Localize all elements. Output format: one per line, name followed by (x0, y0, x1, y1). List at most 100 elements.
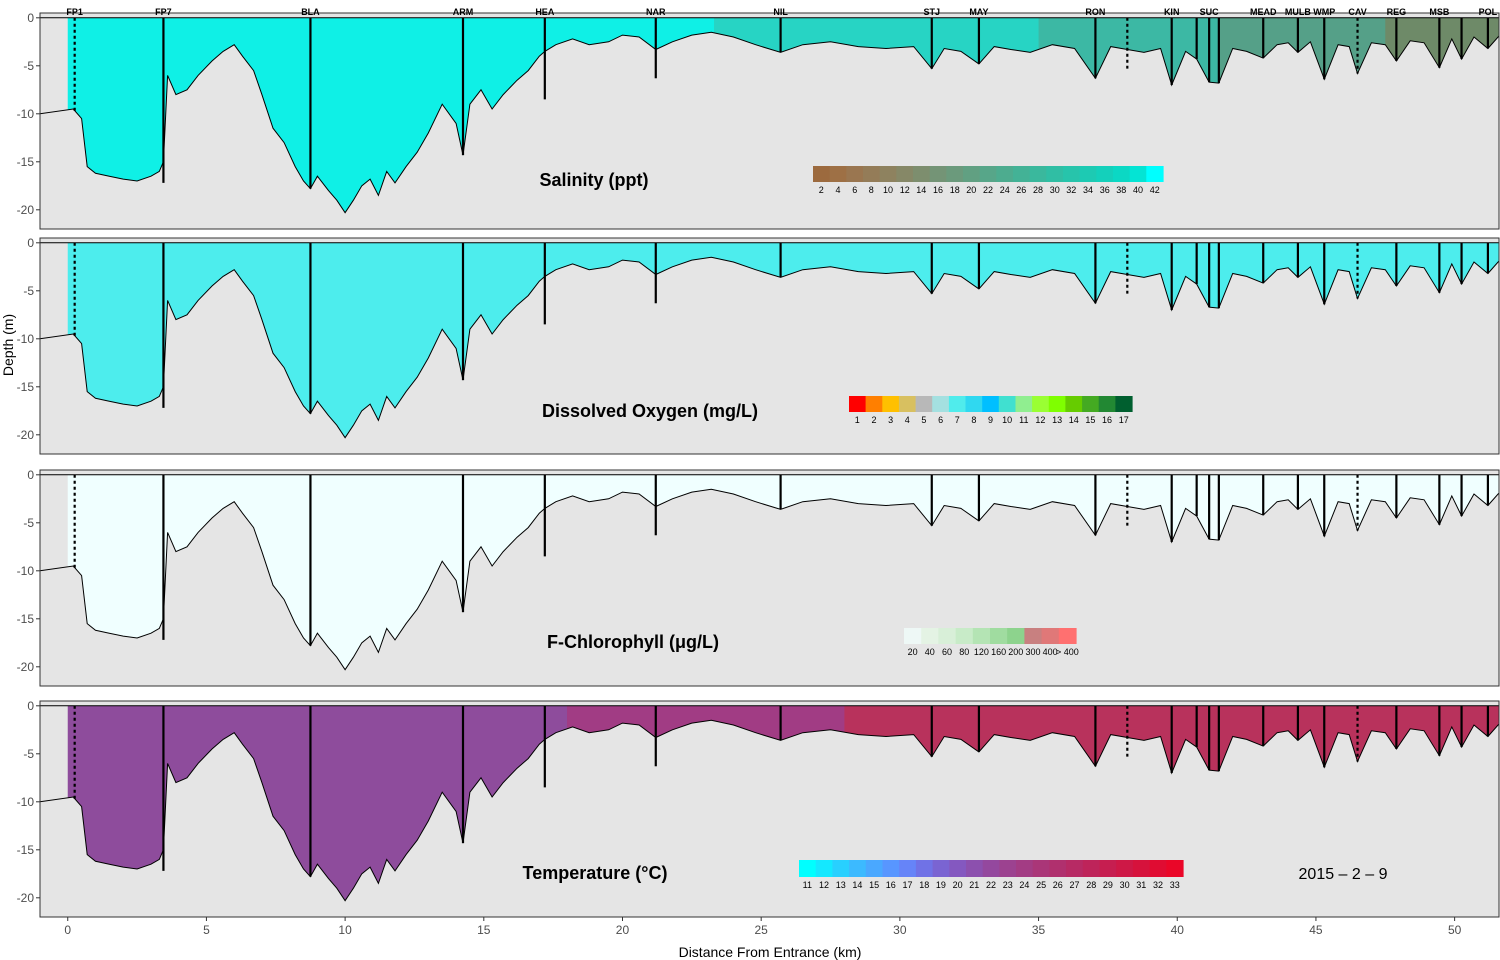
station-label: KIN (1164, 7, 1180, 17)
colorbar-swatch (1166, 860, 1184, 877)
colorbar-swatch (1132, 860, 1151, 877)
colorbar-legend: 11 12 13 14 15 16 17 18 19 20 21 22 23 24 25 26 27 28 29 30… (799, 860, 1184, 890)
x-tick-label: 15 (477, 923, 491, 937)
colorbar-tick-label: 300 (1025, 647, 1040, 657)
colorbar-tick-label: 17 (902, 880, 912, 890)
colorbar-tick-label: 13 (836, 880, 846, 890)
colorbar-swatch (1032, 860, 1050, 877)
y-tick-label: 0 (27, 11, 34, 25)
y-tick-label: -10 (17, 332, 35, 346)
y-tick-label: -5 (23, 284, 34, 298)
colorbar-tick-label: 20 (966, 185, 976, 195)
colorbar-tick-label: 20 (953, 880, 963, 890)
colorbar-tick-label: 30 (1050, 185, 1060, 195)
colorbar-tick-label: 120 (974, 647, 989, 657)
colorbar-swatch (999, 860, 1017, 877)
y-tick-label: -15 (17, 155, 35, 169)
colorbar-swatch (1116, 860, 1134, 877)
colorbar-swatch (979, 166, 997, 182)
colorbar-swatch (815, 860, 833, 877)
colorbar-legend: 20 40 60 80 120 160 200 300 400> 400 (904, 628, 1079, 657)
colorbar-swatch (915, 860, 934, 877)
colorbar-tick-label: 11 (1019, 415, 1028, 425)
x-tick-label: 0 (64, 923, 71, 937)
colorbar-swatch (1099, 860, 1117, 877)
colorbar-tick-label: 32 (1153, 880, 1163, 890)
colorbar-tick-label: 80 (959, 647, 969, 657)
y-tick-label: -10 (17, 564, 35, 578)
y-tick-label: -10 (17, 107, 35, 121)
colorbar-legend: 2 4 6 8 10 12 14 16 18 20 22 24 26 28 30 32 34 36 38 40 42 (813, 166, 1164, 195)
panel-border (39, 700, 1500, 918)
x-tick-label: 50 (1448, 923, 1462, 937)
colorbar-tick-label: 34 (1083, 185, 1093, 195)
station-labels: FP1 FP7 BLA ARM HEA NAR NIL STJ MAY RON KIN SUC MEAD… (66, 7, 1497, 17)
panel-title: Salinity (ppt) (540, 170, 649, 190)
colorbar-tick-label: 21 (969, 880, 979, 890)
x-tick-label: 30 (893, 923, 907, 937)
colorbar-tick-label: 16 (1102, 415, 1112, 425)
colorbar-swatch (1049, 860, 1067, 877)
station-label: MEAD (1250, 7, 1277, 17)
colorbar-swatch (1015, 396, 1033, 412)
colorbar-tick-label: 42 (1150, 185, 1160, 195)
y-axis-ticks: 0 -5 -10 -15 -20 (17, 699, 40, 905)
station-label: REG (1387, 7, 1407, 17)
colorbar-tick-label: 30 (1120, 880, 1130, 890)
colorbar-swatch (965, 396, 983, 412)
colorbar-swatch (1098, 396, 1116, 412)
colorbar-swatch (955, 628, 974, 644)
station-lines (73, 17, 1490, 189)
colorbar-tick-label: 2 (871, 415, 876, 425)
colorbar-tick-label: 12 (819, 880, 829, 890)
colorbar-swatch (1115, 396, 1133, 412)
y-tick-label: -10 (17, 795, 35, 809)
colorbar-swatch (1079, 166, 1097, 182)
station-label: NIL (773, 7, 788, 17)
colorbar-swatch (1046, 166, 1064, 182)
colorbar-swatch (1149, 860, 1167, 877)
colorbar-tick-label: 3 (888, 415, 893, 425)
colorbar-swatch (1065, 396, 1083, 412)
colorbar-swatch (998, 396, 1016, 412)
colorbar-tick-label: 12 (900, 185, 910, 195)
x-tick-label: 40 (1171, 923, 1185, 937)
panel-temperature: 0 -5 -10 -15 -20 Temperature (°C) 11 12 13 14 15 16… (17, 699, 1500, 918)
y-tick-label: -15 (17, 843, 35, 857)
colorbar-tick-label: 24 (1000, 185, 1010, 195)
y-tick-label: -20 (17, 660, 35, 674)
colorbar-tick-label: 160 (991, 647, 1006, 657)
y-tick-label: -15 (17, 380, 35, 394)
colorbar-tick-label: 16 (886, 880, 896, 890)
colorbar-swatch (1129, 166, 1147, 182)
colorbar-tick-label: 14 (852, 880, 862, 890)
y-tick-label: 0 (27, 236, 34, 250)
y-tick-label: -5 (23, 516, 34, 530)
colorbar-swatch (938, 628, 957, 644)
colorbar-swatch (948, 396, 967, 412)
colorbar-tick-label: 17 (1119, 415, 1129, 425)
y-axis-ticks: 0 -5 -10 -15 -20 (17, 11, 40, 217)
colorbar-swatch (1063, 166, 1081, 182)
panel-border (39, 469, 1500, 687)
colorbar-swatch (899, 860, 917, 877)
colorbar-tick-label: 40 (1133, 185, 1143, 195)
colorbar-tick-label: 12 (1035, 415, 1045, 425)
colorbar-tick-label: 2 (819, 185, 824, 195)
colorbar-tick-label: 10 (883, 185, 893, 195)
colorbar-swatch (1146, 166, 1164, 182)
colorbar-swatch (1013, 166, 1031, 182)
panel-chlorophyll: 0 -5 -10 -15 -20 F-Chlorophyll (μg/L) 20 40 60 80… (17, 468, 1500, 687)
station-label: MAY (969, 7, 988, 17)
y-axis-label: Depth (m) (0, 314, 16, 376)
colorbar-swatch (829, 166, 847, 182)
date-label: 2015 – 2 – 9 (1299, 866, 1388, 883)
colorbar-tick-label: 5 (921, 415, 926, 425)
bottom-profile-line (40, 17, 1499, 214)
colorbar-swatch (1016, 860, 1034, 877)
colorbar-swatch (849, 396, 867, 412)
colorbar-tick-label: 18 (950, 185, 960, 195)
colorbar-swatch (963, 166, 981, 182)
colorbar-tick-label: 31 (1136, 880, 1146, 890)
